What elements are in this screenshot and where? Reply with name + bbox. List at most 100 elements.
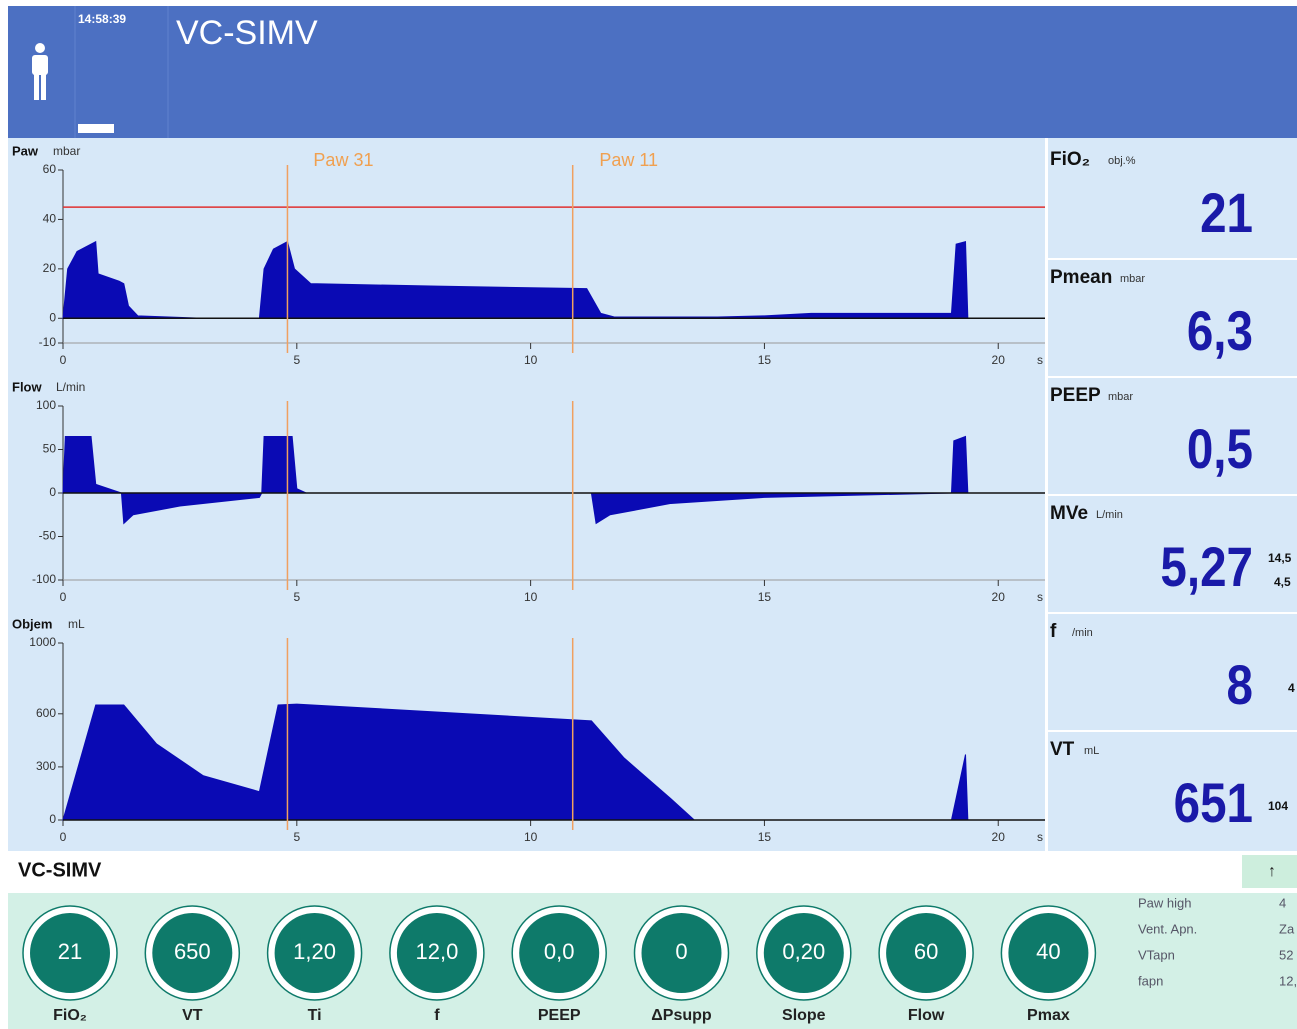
waveform bbox=[62, 240, 969, 319]
panel-unit: mbar bbox=[53, 144, 80, 158]
knob-label[interactable]: FiO₂ bbox=[53, 1007, 87, 1024]
x-tick-label: 5 bbox=[293, 353, 300, 367]
parameter-unit: mbar bbox=[1120, 273, 1145, 285]
alarm-value: 52 bbox=[1279, 947, 1293, 962]
knob-label[interactable]: Ti bbox=[308, 1007, 322, 1024]
x-tick-label: 15 bbox=[758, 590, 772, 604]
knob[interactable] bbox=[396, 913, 477, 993]
knob-label[interactable]: Pmax bbox=[1027, 1007, 1070, 1024]
x-tick-label: 5 bbox=[293, 830, 300, 844]
waveform bbox=[62, 435, 969, 525]
y-tick-label: 60 bbox=[43, 162, 57, 176]
x-tick-label: 20 bbox=[992, 353, 1006, 367]
alarm-value: 4 bbox=[1279, 895, 1286, 910]
panel-title: Flow bbox=[12, 379, 42, 394]
mode-bar-title: VC-SIMV bbox=[18, 859, 102, 881]
parameter-name: MVe bbox=[1050, 503, 1088, 524]
parameter-value: 8 bbox=[1227, 654, 1253, 716]
knob-label[interactable]: ΔPsupp bbox=[651, 1007, 712, 1024]
knob-value[interactable]: 1,20 bbox=[293, 939, 336, 964]
knob-value[interactable]: 0 bbox=[675, 939, 687, 964]
parameter-unit: /min bbox=[1072, 627, 1093, 639]
knob[interactable] bbox=[519, 913, 600, 993]
alarm-value: 12, bbox=[1279, 973, 1297, 988]
y-tick-label: -50 bbox=[39, 529, 57, 543]
x-unit: s bbox=[1037, 590, 1043, 604]
x-unit: s bbox=[1037, 353, 1043, 367]
parameter-name: FiO₂ bbox=[1050, 149, 1090, 170]
y-tick-label: 0 bbox=[49, 310, 56, 324]
knob-value[interactable]: 650 bbox=[174, 939, 211, 964]
y-tick-label: 300 bbox=[36, 759, 56, 773]
knob[interactable] bbox=[274, 913, 355, 993]
y-tick-label: 100 bbox=[36, 398, 56, 412]
y-tick-label: -100 bbox=[32, 572, 56, 586]
parameter-name: VT bbox=[1050, 739, 1075, 760]
alarm-name: fapn bbox=[1138, 973, 1163, 988]
knob-label[interactable]: Flow bbox=[908, 1007, 945, 1024]
panel-title: Paw bbox=[12, 143, 39, 158]
knob[interactable] bbox=[763, 913, 844, 993]
y-tick-label: 50 bbox=[43, 442, 57, 456]
parameter-name: f bbox=[1050, 621, 1057, 642]
knob[interactable] bbox=[30, 913, 110, 993]
knob[interactable] bbox=[1008, 913, 1089, 993]
cursor-label: Paw 11 bbox=[599, 150, 658, 170]
parameter-value: 21 bbox=[1200, 182, 1253, 244]
x-tick-label: 15 bbox=[758, 830, 772, 844]
parameter-name: Pmean bbox=[1050, 267, 1112, 288]
battery-icon bbox=[78, 124, 114, 133]
knob-value[interactable]: 21 bbox=[58, 939, 82, 964]
x-tick-label: 10 bbox=[524, 590, 538, 604]
knob[interactable] bbox=[641, 913, 722, 993]
knob-value[interactable]: 0,20 bbox=[782, 939, 825, 964]
mode-bar bbox=[0, 851, 1297, 893]
parameter-unit: mL bbox=[1084, 745, 1099, 757]
cursor-label: Paw 31 bbox=[313, 150, 373, 170]
alarm-value: Za bbox=[1279, 921, 1295, 936]
x-tick-label: 5 bbox=[293, 590, 300, 604]
y-tick-label: 1000 bbox=[29, 635, 56, 649]
knob-value[interactable]: 40 bbox=[1036, 939, 1060, 964]
parameter-value: 0,5 bbox=[1187, 418, 1253, 480]
header-mode: VC-SIMV bbox=[176, 14, 318, 52]
alarm-name: Paw high bbox=[1138, 895, 1191, 910]
panel-unit: L/min bbox=[56, 380, 85, 394]
y-tick-label: 40 bbox=[43, 212, 57, 226]
parameter-name: PEEP bbox=[1050, 385, 1101, 406]
expand-button[interactable] bbox=[1242, 855, 1297, 888]
alarm-name: VTapn bbox=[1138, 947, 1175, 962]
knob-label[interactable]: VT bbox=[182, 1007, 203, 1024]
parameter-unit: obj.% bbox=[1108, 155, 1136, 167]
parameter-unit: L/min bbox=[1096, 509, 1123, 521]
knob[interactable] bbox=[152, 913, 233, 993]
expand-button-label[interactable]: ↑ bbox=[1268, 863, 1276, 880]
y-tick-label: 0 bbox=[49, 485, 56, 499]
parameter-limit: 14,5 bbox=[1268, 551, 1292, 565]
header-bar bbox=[8, 6, 1297, 138]
knob[interactable] bbox=[886, 913, 967, 993]
knob-label[interactable]: PEEP bbox=[538, 1007, 581, 1024]
parameter-limit: 4,5 bbox=[1274, 575, 1291, 589]
x-tick-label: 10 bbox=[524, 353, 538, 367]
knob-label[interactable]: f bbox=[434, 1007, 440, 1024]
knob-label[interactable]: Slope bbox=[782, 1007, 826, 1024]
x-unit: s bbox=[1037, 830, 1043, 844]
panel-title: Objem bbox=[12, 616, 52, 631]
x-tick-label: 0 bbox=[60, 353, 67, 367]
x-tick-label: 0 bbox=[60, 590, 67, 604]
panel-unit: mL bbox=[68, 617, 85, 631]
knob-value[interactable]: 0,0 bbox=[544, 939, 575, 964]
y-tick-label: 0 bbox=[49, 812, 56, 826]
parameter-limit: 4 bbox=[1288, 681, 1295, 695]
parameter-value: 651 bbox=[1174, 772, 1253, 834]
knob-value[interactable]: 60 bbox=[914, 939, 938, 964]
alarm-name: Vent. Apn. bbox=[1138, 921, 1197, 936]
parameter-limit: 104 bbox=[1268, 799, 1288, 813]
clock: 14:58:39 bbox=[78, 12, 126, 26]
y-tick-label: 20 bbox=[43, 261, 57, 275]
y-tick-label: -10 bbox=[39, 335, 57, 349]
knob-value[interactable]: 12,0 bbox=[415, 939, 458, 964]
